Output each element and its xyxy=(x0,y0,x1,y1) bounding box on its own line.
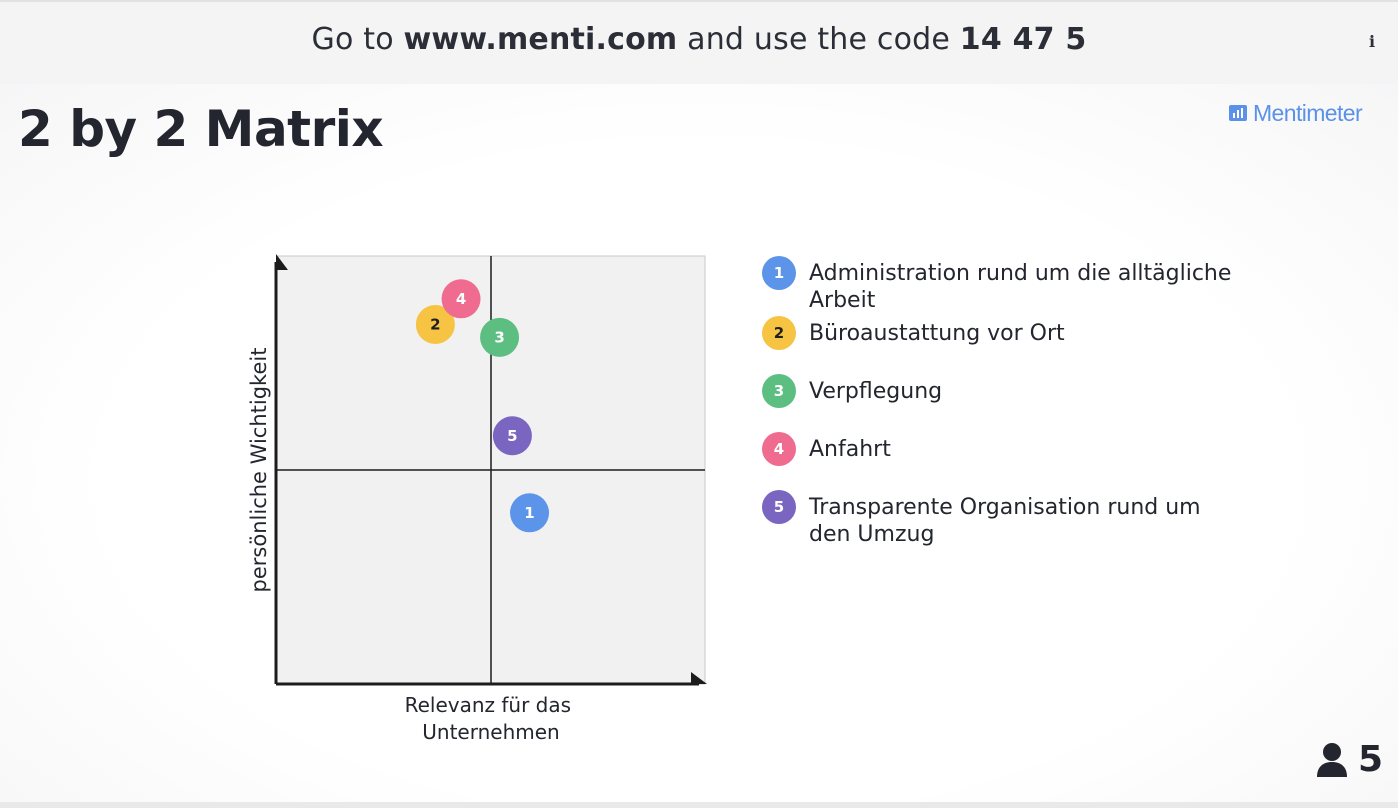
y-axis-arrow xyxy=(276,254,288,270)
legend-label-line1: Büroaustattung vor Ort xyxy=(809,321,1065,346)
legend-item-5: 5 Transparente Organisation rund um den Um… xyxy=(762,490,1259,548)
data-point-label: 4 xyxy=(456,290,466,308)
legend-badge: 5 xyxy=(762,490,796,524)
legend-label-line1: Anfahrt xyxy=(809,437,891,462)
data-point-marker xyxy=(415,304,455,344)
person-icon xyxy=(1317,743,1347,777)
data-point-4: 4 xyxy=(441,279,481,319)
data-point-label: 3 xyxy=(494,328,504,346)
legend-label-line1: Transparente Organisation rund um xyxy=(809,495,1201,520)
x-axis-arrow xyxy=(691,672,707,684)
legend-label-line1: Administration rund um die alltägliche xyxy=(809,261,1232,286)
legend-badge: 3 xyxy=(762,374,796,408)
legend-label: Administration rund um die alltägliche Ar… xyxy=(809,260,1259,314)
legend-label: Büroaustattung vor Ort xyxy=(809,320,1259,347)
data-point-label: 1 xyxy=(524,504,534,522)
join-middle: and use the code xyxy=(677,22,960,57)
join-prefix: Go to xyxy=(311,22,404,57)
x-axis-label: Relevanz für das Unternehmen xyxy=(405,693,578,744)
data-point-marker xyxy=(441,279,481,319)
data-point-label: 2 xyxy=(430,315,440,333)
data-point-1: 1 xyxy=(510,493,550,533)
data-point-2: 2 xyxy=(415,304,455,344)
legend-item-2: 2 Büroaustattung vor Ort xyxy=(762,316,1259,350)
data-point-label: 5 xyxy=(507,427,517,445)
legend-label: Anfahrt xyxy=(809,436,1259,463)
legend-badge: 4 xyxy=(762,432,796,466)
x-axis-label-line2: Unternehmen xyxy=(422,720,559,744)
data-point-marker xyxy=(492,416,532,456)
y-axis-label: persönliche Wichtigkeit xyxy=(247,348,271,593)
join-instructions-bar: Go to www.menti.com and use the code 14 … xyxy=(0,0,1398,84)
data-point-marker xyxy=(510,493,550,533)
bar-chart-icon xyxy=(1229,105,1247,121)
join-url[interactable]: www.menti.com xyxy=(403,22,678,57)
legend-label-line2: den Umzug xyxy=(809,522,935,547)
legend-label: Verpflegung xyxy=(809,378,1259,405)
mentimeter-logo: Mentimeter xyxy=(1229,99,1363,126)
points-layer: 1 2 3 4 5 xyxy=(415,279,550,533)
join-code: 14 47 5 xyxy=(959,22,1087,57)
legend-label-line1: Verpflegung xyxy=(809,379,943,404)
data-point-marker xyxy=(480,317,520,357)
join-instructions: Go to www.menti.com and use the code 14 … xyxy=(0,22,1398,57)
legend-item-4: 4 Anfahrt xyxy=(762,432,1259,466)
legend-label: Transparente Organisation rund um den Umz… xyxy=(809,494,1259,548)
brand-name: Mentimeter xyxy=(1253,99,1363,126)
legend-badge: 1 xyxy=(762,256,796,290)
legend-item-3: 3 Verpflegung xyxy=(762,374,1259,408)
slide-title: 2 by 2 Matrix xyxy=(18,100,384,158)
participant-counter: 5 xyxy=(1316,742,1383,778)
legend-badge: 2 xyxy=(762,316,796,350)
info-icon[interactable]: i xyxy=(1368,32,1376,51)
legend-item-1: 1 Administration rund um die alltägliche A… xyxy=(762,256,1259,314)
data-point-3: 3 xyxy=(480,317,520,357)
data-point-5: 5 xyxy=(492,416,532,456)
legend-label-line2: Arbeit xyxy=(809,288,876,313)
participant-count: 5 xyxy=(1358,739,1384,780)
x-axis-label-line1: Relevanz für das xyxy=(405,693,571,717)
